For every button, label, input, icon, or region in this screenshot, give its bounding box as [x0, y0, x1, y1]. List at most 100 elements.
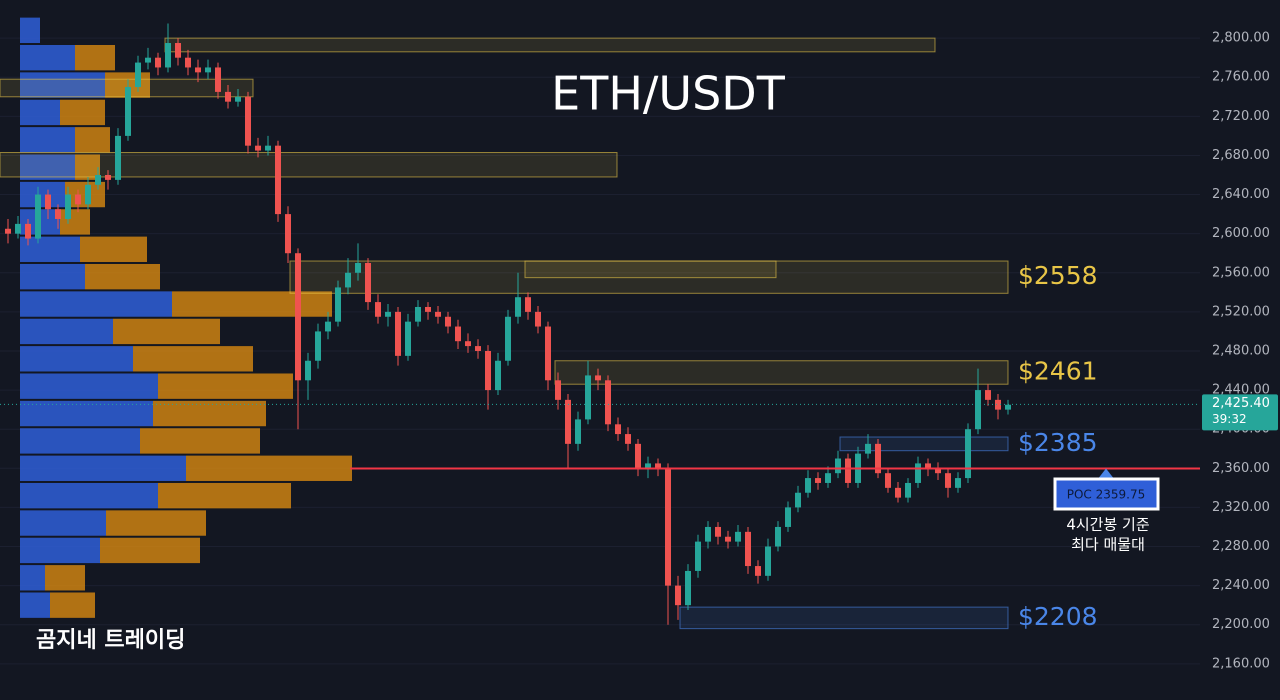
- candle-body: [295, 253, 301, 381]
- candle-body: [35, 194, 41, 239]
- zone-label: $2558: [1018, 261, 1098, 290]
- profile-buy: [20, 291, 172, 317]
- profile-buy: [20, 537, 100, 564]
- profile-buy: [20, 592, 50, 618]
- profile-sell: [45, 565, 85, 591]
- candle-body: [915, 463, 921, 483]
- candles: [5, 23, 1011, 625]
- profile-buy: [20, 99, 60, 126]
- candle-body: [525, 297, 531, 312]
- candle-body: [235, 96, 241, 102]
- candle-body: [895, 487, 901, 498]
- profile-buy: [20, 400, 153, 427]
- poc-label: POC 2359.75: [1067, 488, 1146, 502]
- candle-body: [485, 350, 491, 391]
- candle-body: [415, 306, 421, 322]
- y-tick-label: 2,280.00: [1212, 539, 1270, 554]
- candle-body: [25, 223, 31, 239]
- candle-body: [625, 434, 631, 444]
- profile-buy: [20, 565, 45, 591]
- y-tick-label: 2,640.00: [1212, 187, 1270, 202]
- profile-sell: [60, 99, 105, 126]
- candle-body: [765, 546, 771, 576]
- y-tick-label: 2,800.00: [1212, 31, 1270, 46]
- candle-body: [575, 419, 581, 444]
- candle-body: [65, 194, 71, 219]
- candle-body: [435, 311, 441, 317]
- y-tick-label: 2,680.00: [1212, 148, 1270, 163]
- zone-label: $2461: [1018, 356, 1098, 385]
- candle-body: [55, 209, 61, 219]
- profile-sell: [80, 236, 147, 262]
- profile-sell: [133, 346, 253, 372]
- candle-body: [195, 67, 201, 73]
- candle-body: [635, 443, 641, 469]
- profile-sell: [186, 455, 352, 481]
- chart-title: ETH/USDT: [551, 67, 786, 121]
- candle-body: [305, 360, 311, 381]
- candle-body: [375, 302, 381, 317]
- candle-body: [315, 331, 321, 361]
- candle-body: [555, 380, 561, 400]
- y-tick-label: 2,240.00: [1212, 578, 1270, 593]
- countdown: 39:32: [1212, 412, 1247, 426]
- y-tick-label: 2,720.00: [1212, 109, 1270, 124]
- candle-body: [185, 57, 191, 68]
- profile-sell: [153, 400, 266, 427]
- candle-body: [275, 145, 281, 215]
- candle-body: [15, 223, 21, 234]
- poc-note: 4시간봉 기준: [1066, 516, 1150, 534]
- last-price-label: 2,425.40: [1212, 396, 1270, 411]
- candle-body: [465, 341, 471, 347]
- candle-body: [405, 321, 411, 356]
- profile-sell: [60, 209, 90, 235]
- profile-buy: [20, 510, 106, 536]
- candle-body: [685, 570, 691, 606]
- profile-sell: [75, 127, 110, 153]
- y-tick-label: 2,480.00: [1212, 343, 1270, 358]
- profile-buy: [20, 154, 75, 180]
- zone: [679, 606, 1009, 630]
- candle-body: [445, 316, 451, 327]
- candle-body: [245, 96, 251, 146]
- candle-body: [775, 526, 781, 547]
- profile-sell: [75, 44, 115, 71]
- candle-body: [785, 507, 791, 527]
- profile-buy: [20, 236, 80, 262]
- candle-body: [455, 326, 461, 342]
- candle-body: [695, 541, 701, 571]
- candle-body: [755, 566, 761, 576]
- candle-body: [5, 228, 11, 234]
- candle-body: [705, 526, 711, 542]
- candle-body: [725, 536, 731, 542]
- candle-body: [175, 43, 181, 58]
- candle-body: [615, 424, 621, 435]
- candle-body: [425, 306, 431, 312]
- candle-body: [125, 87, 131, 136]
- profile-buy: [20, 44, 75, 71]
- profile-buy: [20, 17, 40, 43]
- candle-body: [925, 463, 931, 469]
- candle-body: [715, 526, 721, 537]
- y-tick-label: 2,440.00: [1212, 383, 1270, 398]
- candle-body: [165, 43, 171, 68]
- poc-note: 최다 매물대: [1071, 536, 1145, 554]
- poc-box: [1053, 477, 1160, 511]
- candle-body: [1005, 404, 1011, 410]
- candle-body: [45, 194, 51, 210]
- y-tick-label: 2,360.00: [1212, 461, 1270, 476]
- candle-body: [135, 62, 141, 88]
- candle-body: [395, 311, 401, 356]
- profile-buy: [20, 346, 133, 372]
- candle-body: [515, 297, 521, 317]
- candle-body: [815, 478, 821, 483]
- candle-body: [355, 262, 361, 273]
- candle-body: [595, 375, 601, 381]
- profile-sell: [100, 537, 200, 564]
- candle-body: [325, 321, 331, 332]
- candle-body: [85, 184, 91, 205]
- candle-body: [735, 531, 741, 542]
